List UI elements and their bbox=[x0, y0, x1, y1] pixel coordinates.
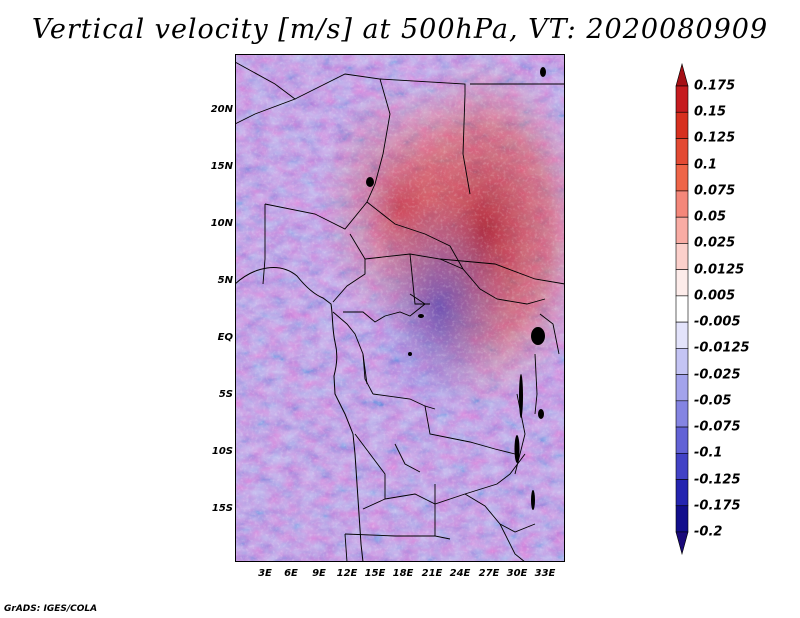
lat-tick-label: 10S bbox=[211, 446, 233, 457]
colorbar-tick-label: 0.0125 bbox=[694, 262, 745, 278]
map-title: Vertical velocity [m/s] at 500hPa, VT: 2… bbox=[31, 14, 769, 45]
colorbar-segment bbox=[675, 190, 689, 218]
colorbar-segment bbox=[675, 505, 689, 533]
colorbar-tick-label: 0.1 bbox=[694, 157, 718, 173]
lat-tick-label: EQ bbox=[217, 332, 233, 343]
colorbar-segment bbox=[675, 400, 689, 428]
lon-tick-label: 21E bbox=[421, 568, 443, 579]
lon-tick-label: 30E bbox=[506, 568, 528, 579]
colorbar-tick-label: -0.05 bbox=[694, 393, 732, 409]
lat-tick-label: 15N bbox=[210, 161, 233, 172]
colorbar-tick-label: -0.1 bbox=[694, 445, 723, 461]
map-frame bbox=[235, 54, 565, 562]
colorbar-segment bbox=[675, 295, 689, 323]
colorbar-segment bbox=[675, 479, 689, 507]
colorbar-segment bbox=[675, 164, 689, 192]
colorbar-segment bbox=[675, 348, 689, 375]
colorbar-segment bbox=[675, 62, 689, 87]
colorbar-segment bbox=[675, 321, 689, 349]
colorbar-tick-label: -0.175 bbox=[694, 498, 741, 514]
colorbar-tick-label: 0.125 bbox=[694, 130, 736, 146]
colorbar-segment bbox=[675, 138, 689, 166]
lon-tick-label: 6E bbox=[284, 568, 298, 579]
colorbar-tick-label: 0.05 bbox=[694, 209, 727, 225]
colorbar-segment bbox=[675, 269, 689, 297]
lat-tick-label: 10N bbox=[210, 218, 233, 229]
lon-tick-label: 15E bbox=[364, 568, 386, 579]
colorbar-tick-label: -0.0125 bbox=[694, 340, 750, 356]
colorbar-tick-label: -0.075 bbox=[694, 419, 741, 435]
colorbar bbox=[675, 62, 689, 556]
lon-tick-label: 27E bbox=[478, 568, 500, 579]
colorbar-tick-label: -0.025 bbox=[694, 367, 741, 383]
colorbar-segment bbox=[675, 85, 689, 113]
lon-tick-label: 9E bbox=[312, 568, 326, 579]
colorbar-tick-label: 0.005 bbox=[694, 288, 736, 304]
lon-tick-label: 18E bbox=[392, 568, 414, 579]
grads-credit: GrADS: IGES/COLA bbox=[4, 604, 98, 614]
colorbar-segment bbox=[675, 426, 689, 454]
lat-tick-label: 15S bbox=[211, 503, 233, 514]
lat-tick-label: 5S bbox=[218, 389, 233, 400]
country-borders bbox=[235, 61, 565, 562]
lat-tick-label: 20N bbox=[210, 104, 233, 115]
coastline bbox=[235, 267, 364, 562]
colorbar-tick-label: 0.15 bbox=[694, 104, 727, 120]
lon-tick-label: 12E bbox=[336, 568, 358, 579]
lakes bbox=[366, 67, 546, 510]
colorbar-segment bbox=[675, 216, 689, 244]
colorbar-segment bbox=[675, 452, 689, 480]
lon-tick-label: 24E bbox=[449, 568, 471, 579]
colorbar-tick-label: 0.075 bbox=[694, 183, 736, 199]
colorbar-tick-label: -0.125 bbox=[694, 472, 741, 488]
lat-tick-label: 5N bbox=[217, 275, 233, 286]
colorbar-segment bbox=[675, 374, 689, 402]
field-speckle bbox=[235, 54, 565, 562]
colorbar-segment bbox=[675, 111, 689, 139]
lon-tick-label: 33E bbox=[534, 568, 556, 579]
colorbar-segment bbox=[675, 531, 689, 556]
colorbar-tick-label: -0.005 bbox=[694, 314, 741, 330]
colorbar-tick-label: 0.175 bbox=[694, 78, 736, 94]
colorbar-tick-label: 0.025 bbox=[694, 235, 736, 251]
colorbar-segment bbox=[675, 243, 689, 270]
lon-tick-label: 3E bbox=[258, 568, 272, 579]
vertical-velocity-map bbox=[235, 54, 565, 562]
colorbar-tick-label: -0.2 bbox=[694, 524, 723, 540]
